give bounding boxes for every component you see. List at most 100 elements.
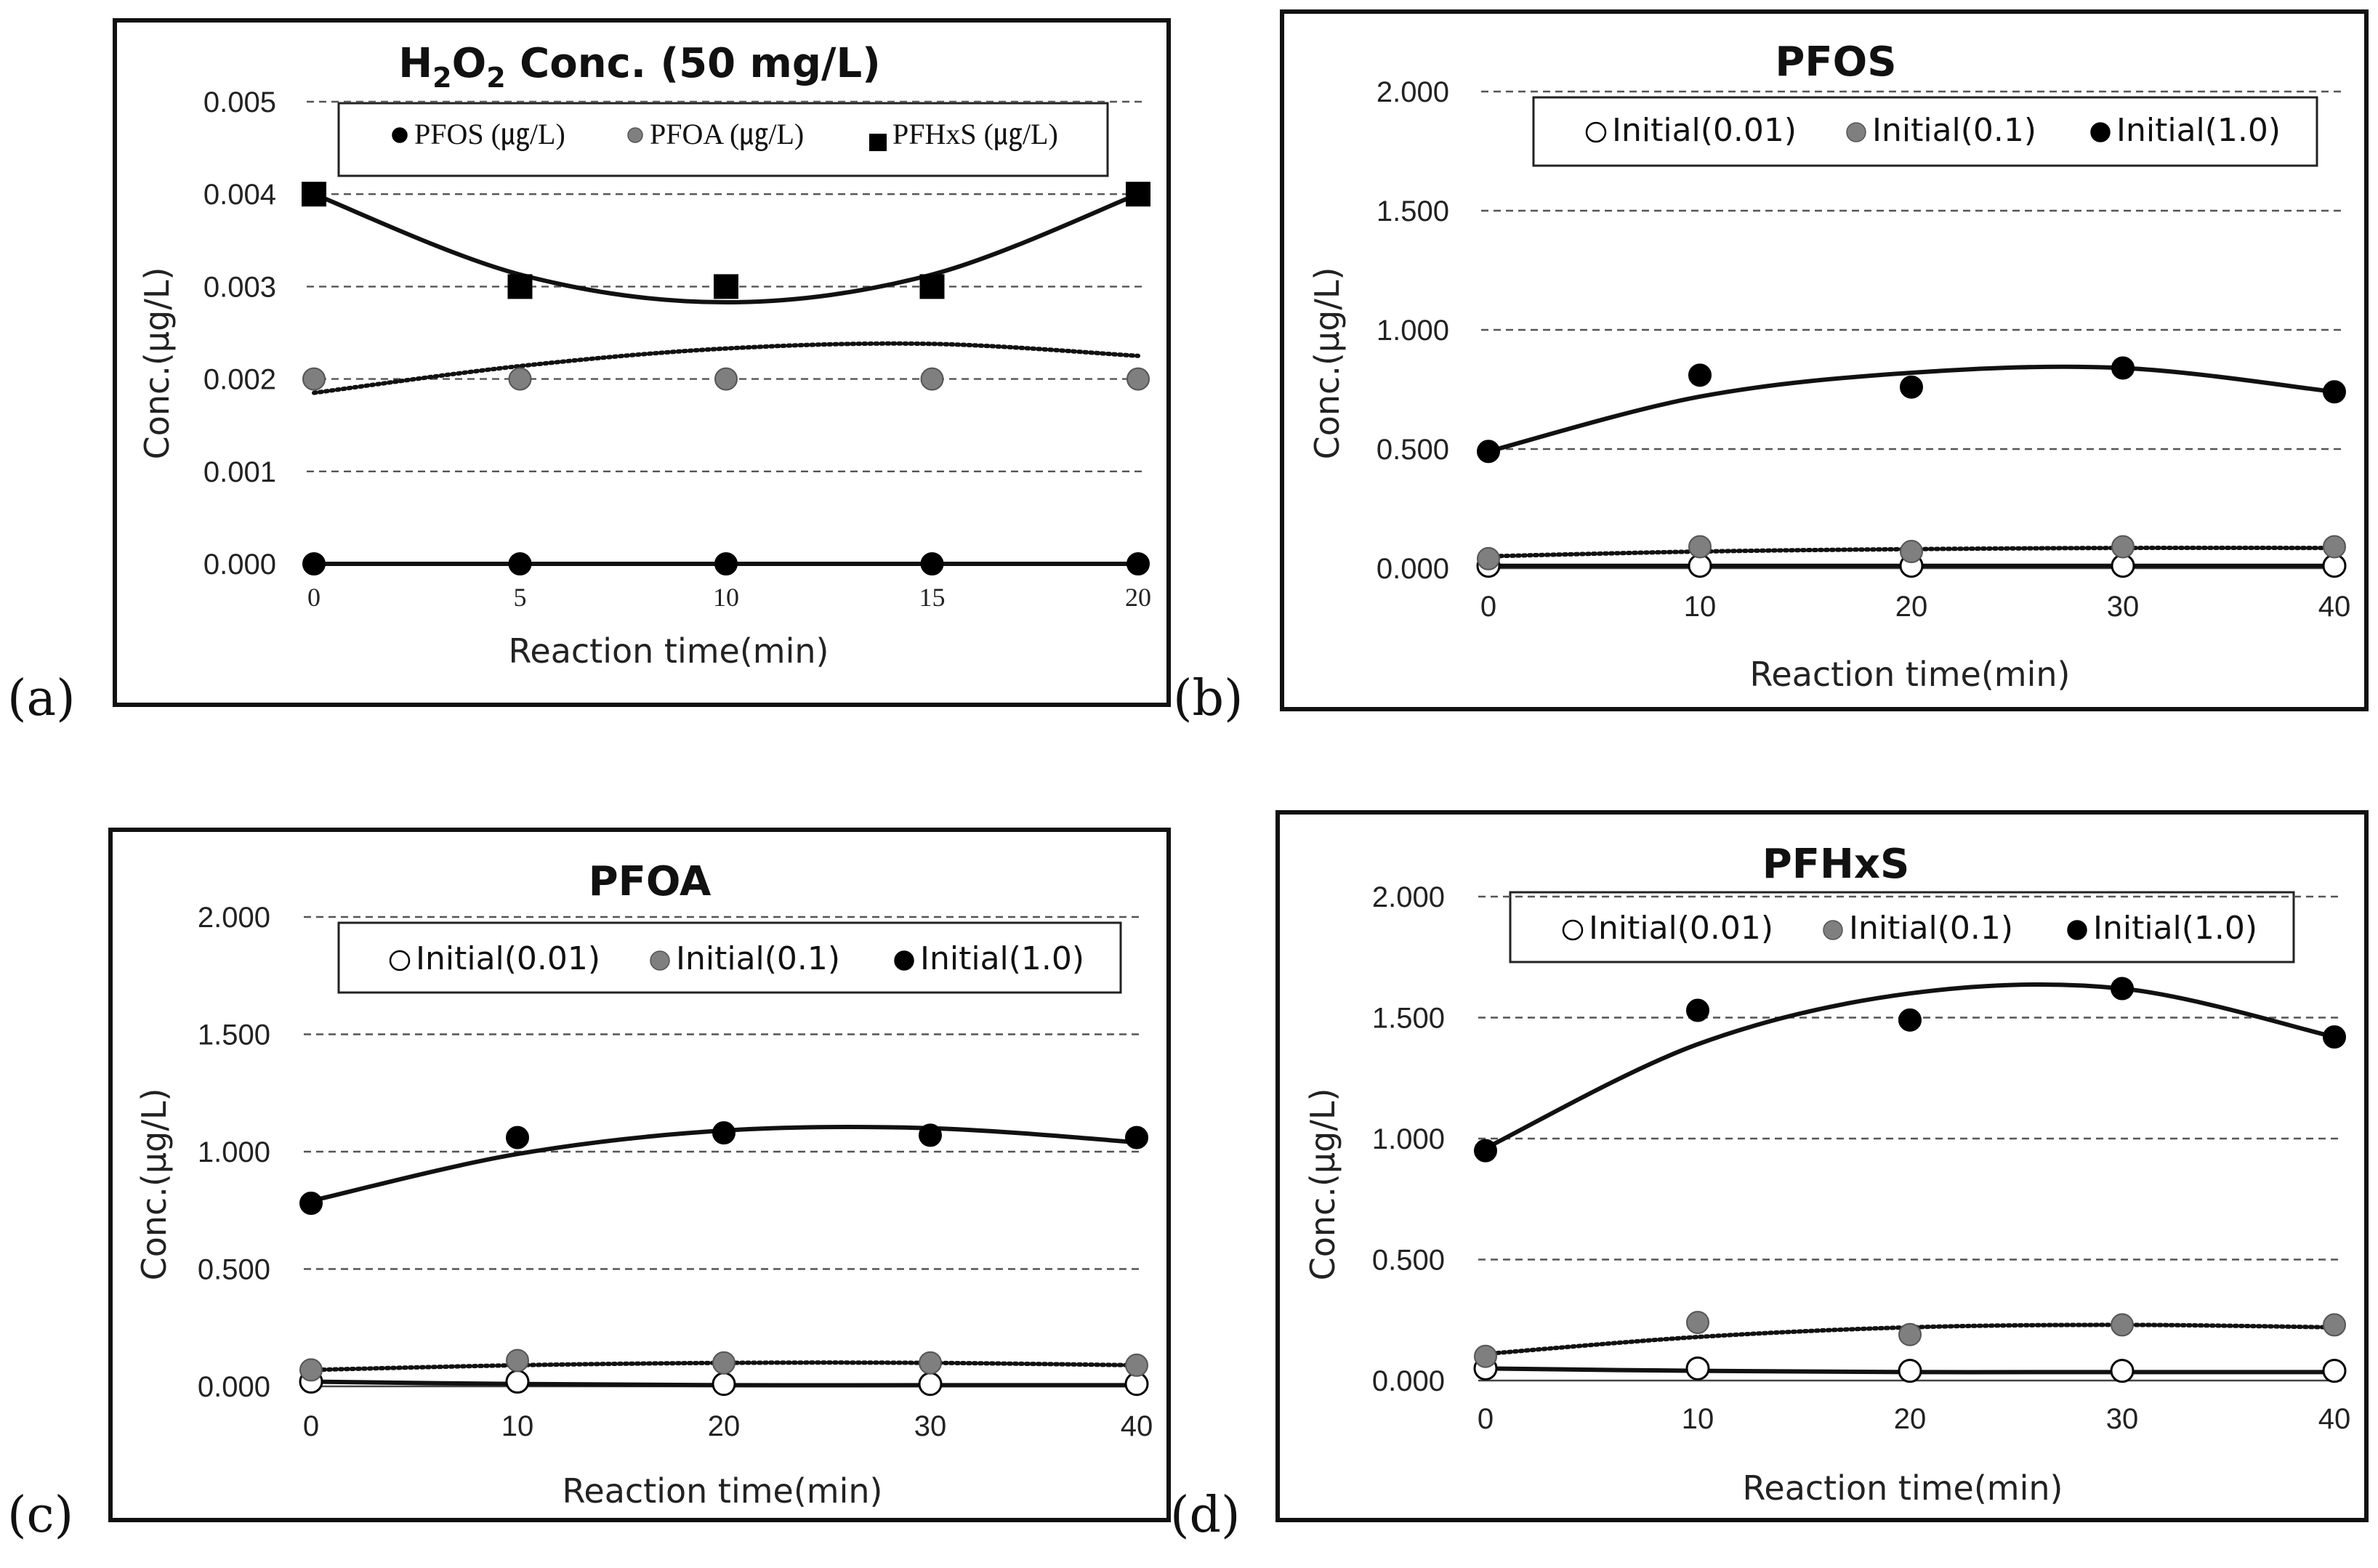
data-point [299, 1192, 323, 1216]
panel-c-letter: (c) [7, 1487, 73, 1544]
data-point [2111, 1313, 2134, 1337]
legend-marker [392, 127, 408, 143]
x-tick-label: 10 [1682, 1403, 1714, 1435]
legend-item-0: Initial(0.01) [389, 940, 600, 977]
y-tick-label: 2.000 [1372, 881, 1445, 913]
y-tick-label: 0.004 [203, 179, 276, 211]
legend-item-2: Initial(1.0) [2090, 112, 2281, 149]
trendline-2 [313, 192, 1140, 305]
title-rest: Conc. (50 mg/L) [506, 40, 881, 87]
panel-b-ylabel: Conc.(μg/L) [1307, 267, 1347, 460]
legend-marker [894, 950, 914, 971]
panel-c-title: PFOA [589, 858, 712, 905]
panel-a-ylabel: Conc.(μg/L) [137, 267, 177, 460]
trendline-2 [1484, 982, 2335, 1151]
x-tick-label: 40 [2318, 591, 2351, 623]
x-tick-label: 0 [307, 583, 321, 612]
legend-marker [1562, 919, 1584, 941]
y-tick-label: 2.000 [198, 902, 270, 934]
data-point [2110, 1359, 2135, 1383]
legend-item-0: Initial(0.01) [1585, 112, 1797, 149]
data-point [2322, 1359, 2347, 1383]
panel-d-xlabel: Reaction time(min) [1743, 1468, 2063, 1508]
panel-d-legend [1509, 891, 2295, 963]
panel-d-ylabel: Conc.(μg/L) [1303, 1088, 1342, 1281]
data-point [1900, 540, 1923, 564]
data-point [714, 552, 738, 575]
y-tick-label: 0.500 [1372, 1245, 1445, 1277]
data-point [299, 1358, 323, 1382]
panel-b-legend [1532, 96, 2318, 167]
y-tick-label: 0.000 [1377, 553, 1449, 585]
data-point [1477, 546, 1500, 570]
legend-label: Initial(1.0) [2093, 910, 2257, 947]
legend-label: Initial(1.0) [2116, 112, 2281, 149]
data-point [2323, 1313, 2346, 1337]
x-tick-label: 40 [1121, 1410, 1153, 1442]
y-tick-label: 1.500 [1377, 195, 1449, 227]
panel-a-legend [337, 102, 1109, 177]
y-tick-label: 1.500 [1372, 1003, 1445, 1035]
panel-c-xlabel: Reaction time(min) [563, 1471, 883, 1511]
legend-label: Initial(0.01) [1589, 910, 1773, 947]
data-point [508, 367, 532, 391]
x-tick-label: 20 [1895, 591, 1928, 623]
y-tick-label: 0.000 [1372, 1365, 1445, 1397]
data-point [712, 1372, 736, 1397]
x-tick-label: 40 [2318, 1403, 2351, 1435]
x-tick-label: 10 [713, 583, 739, 612]
data-point [1125, 1353, 1148, 1377]
legend-item-0: PFOS (㎍/L) [392, 118, 565, 152]
x-tick-label: 30 [2106, 1403, 2139, 1435]
legend-item-2: Initial(1.0) [894, 940, 1084, 977]
data-point [1900, 375, 1923, 399]
plots: 0.000 0.001 0.002 0.003 0.004 0.005 0 5 10 15 20 PF… [198, 76, 2350, 1442]
data-point [714, 274, 738, 299]
panel-b-plot: 0.000 0.500 1.000 1.500 2.000 0 10 20 30 40 Initia… [1377, 76, 2350, 623]
legend-label: Initial(0.1) [676, 940, 840, 977]
data-point [1898, 1322, 1922, 1346]
data-point [1126, 552, 1150, 575]
title-sub-2a: 2 [432, 62, 451, 94]
legend-label: PFHxS (㎍/L) [892, 118, 1058, 152]
data-point [2111, 977, 2134, 1001]
data-point [2323, 380, 2346, 404]
data-point [714, 367, 738, 391]
data-point [2323, 1025, 2346, 1049]
legend-marker [1846, 122, 1866, 142]
data-point [1688, 535, 1712, 559]
panel-a-plot: 0.000 0.001 0.002 0.003 0.004 0.005 0 5 10 15 20 PF… [203, 86, 1151, 612]
x-tick-label: 0 [1480, 591, 1496, 623]
y-tick-label: 0.002 [203, 364, 276, 396]
trendline-1 [312, 341, 1140, 395]
panel-a-xlabel: Reaction time(min) [509, 631, 829, 671]
data-point [918, 1372, 943, 1397]
data-point [920, 552, 944, 575]
title-o: O [452, 40, 487, 87]
x-tick-label: 30 [914, 1410, 947, 1442]
y-tick-label: 1.000 [1377, 315, 1449, 347]
panel-b-xlabel: Reaction time(min) [1750, 655, 2071, 694]
panel-c-legend [337, 921, 1122, 994]
legend-item-1: Initial(0.1) [1846, 112, 2036, 149]
legend-item-2: PFHxS (㎍/L) [869, 118, 1058, 152]
data-point [919, 1123, 942, 1147]
x-tick-label: 20 [708, 1410, 741, 1442]
data-point [712, 1351, 735, 1375]
legend-label: Initial(1.0) [920, 940, 1084, 977]
legend-label: Initial(0.1) [1849, 910, 2013, 947]
x-tick-label: 20 [1125, 583, 1151, 612]
legend-marker [1823, 920, 1843, 940]
x-tick-label: 10 [501, 1410, 534, 1442]
x-tick-label: 0 [1478, 1403, 1494, 1435]
legend-item-1: Initial(0.1) [1823, 910, 2013, 947]
data-point [302, 367, 326, 391]
panel-d-plot: 0.000 0.500 1.000 1.500 2.000 0 10 20 30 40 Initia… [1372, 881, 2350, 1435]
legend-item-1: Initial(0.1) [650, 940, 840, 977]
data-point [919, 274, 945, 299]
x-tick-label: 10 [1684, 591, 1717, 623]
legend-marker [2090, 122, 2111, 142]
x-tick-label: 15 [919, 583, 946, 612]
legend-label: Initial(0.01) [416, 940, 600, 977]
data-point [1126, 182, 1150, 207]
